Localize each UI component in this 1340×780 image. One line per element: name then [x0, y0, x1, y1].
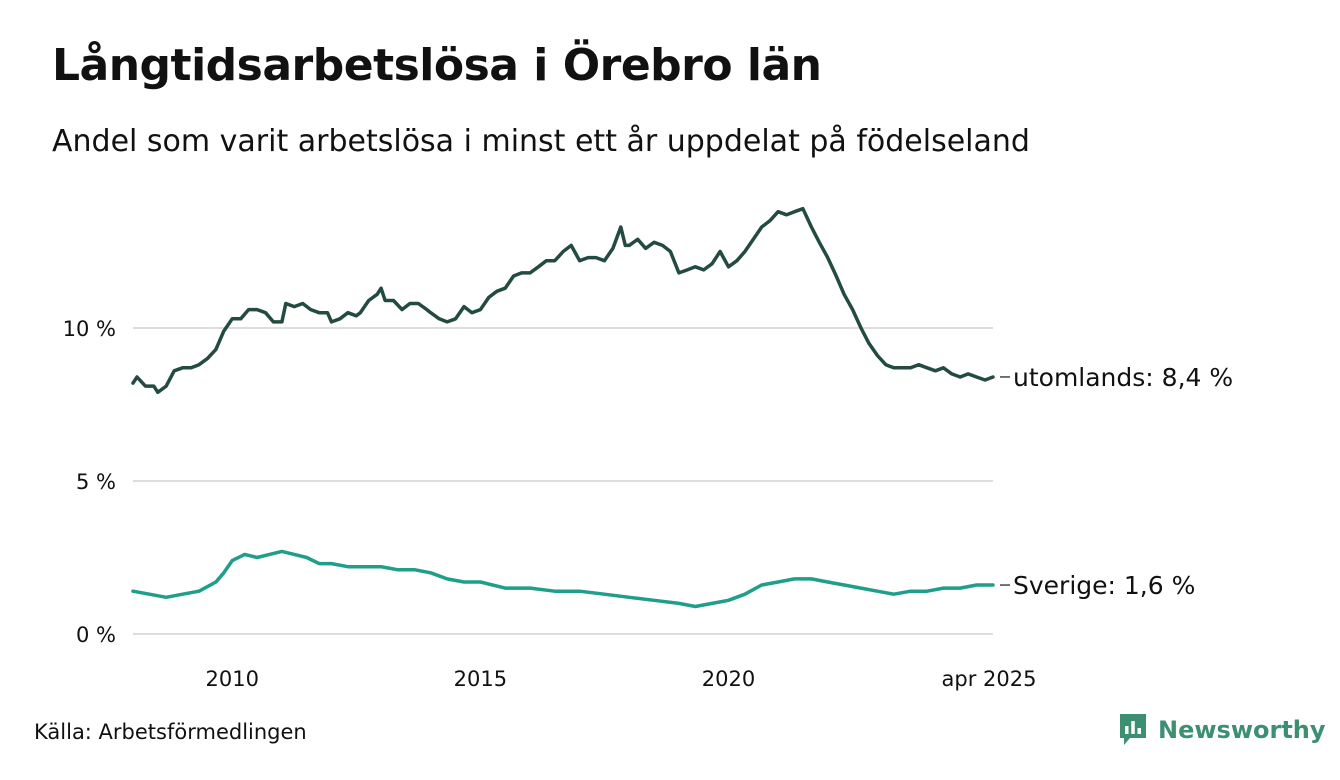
- series-line-sverige: [131, 549, 995, 609]
- x-tick-label: 2010: [206, 667, 259, 691]
- y-axis: 0 % 5 % 10 %: [63, 317, 116, 647]
- source-note: Källa: Arbetsförmedlingen: [34, 720, 307, 744]
- series-end-labels: utomlands: 8,4 % Sverige: 1,6 %: [1000, 363, 1233, 600]
- brand-logo: Newsworthy: [1118, 712, 1326, 748]
- chart-title: Långtidsarbetslösa i Örebro län: [52, 40, 822, 91]
- y-tick-label: 5 %: [76, 470, 116, 494]
- x-tick-label: 2020: [702, 667, 755, 691]
- x-tick-label: apr 2025: [942, 667, 1037, 691]
- series-end-label-utomlands: utomlands: 8,4 %: [1013, 363, 1233, 392]
- x-axis: 2010 2015 2020 apr 2025: [206, 667, 1037, 691]
- y-tick-label: 10 %: [63, 317, 116, 341]
- y-tick-label: 0 %: [76, 623, 116, 647]
- chart-subtitle: Andel som varit arbetslösa i minst ett å…: [52, 124, 1030, 159]
- brand-name: Newsworthy: [1158, 716, 1326, 744]
- series-end-label-sverige: Sverige: 1,6 %: [1013, 571, 1195, 600]
- x-tick-label: 2015: [454, 667, 507, 691]
- series-line-utomlands: [131, 206, 995, 395]
- grid-lines: [133, 327, 993, 635]
- newsworthy-logo-icon: [1120, 714, 1146, 745]
- series-lines: [131, 206, 995, 609]
